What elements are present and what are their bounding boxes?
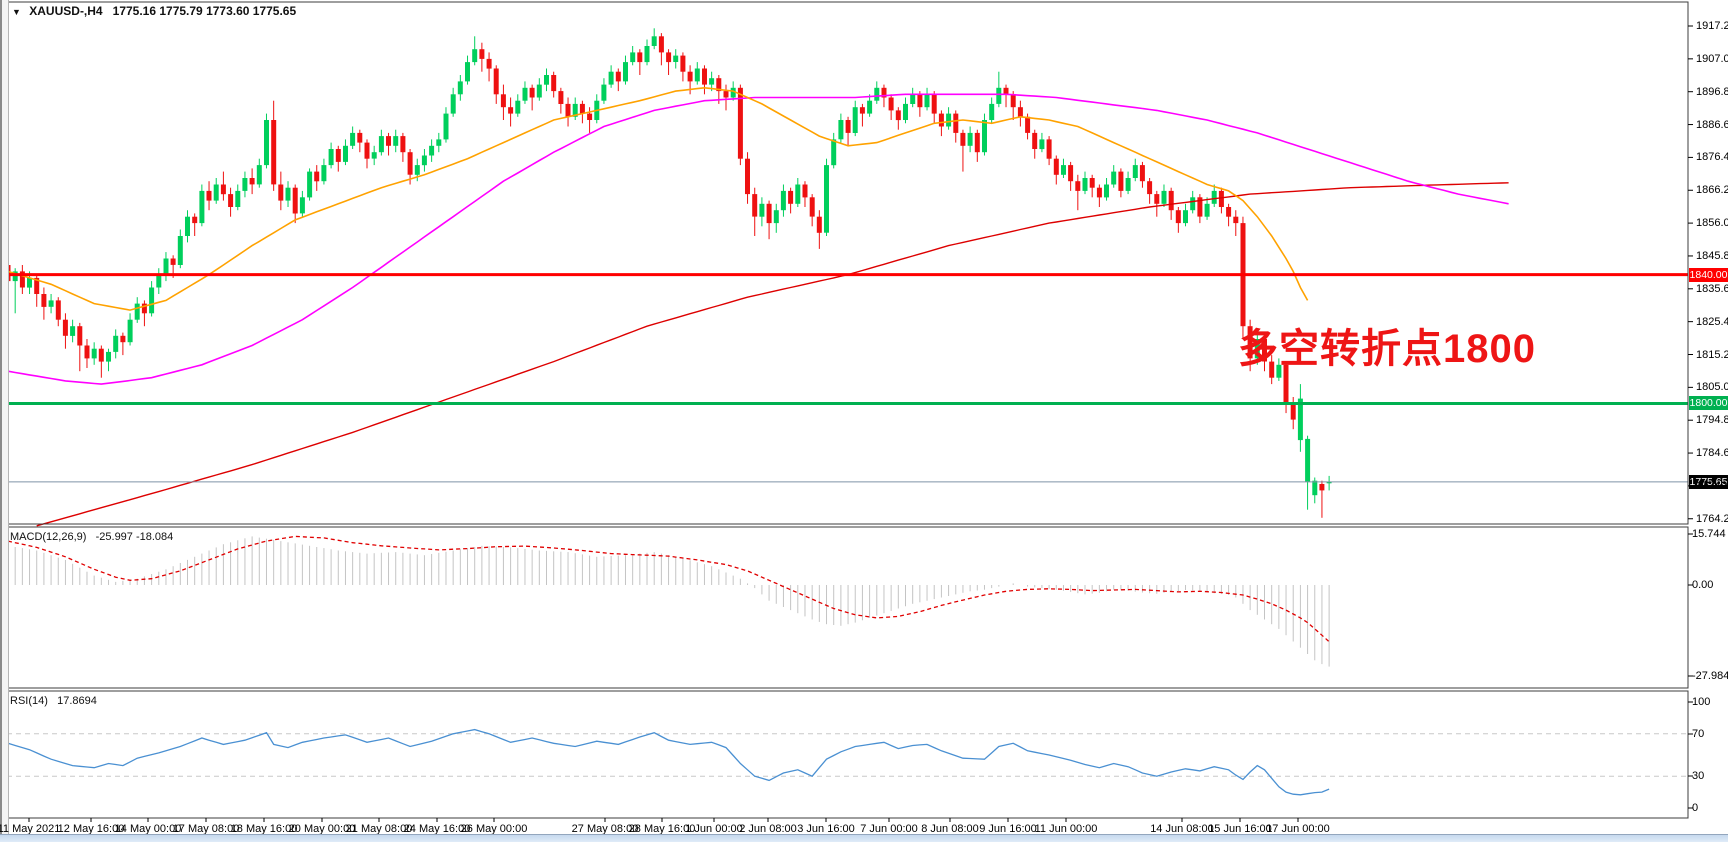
- time-tick-label: 15 Jun 16:00: [1208, 823, 1272, 835]
- rsi-tick-label: 70: [1692, 728, 1705, 740]
- hline-1800-price-badge: 1800.00: [1689, 396, 1728, 411]
- window-bottom-strip: [0, 834, 1728, 842]
- candles-layer: [5, 28, 1332, 518]
- symbol-timeframe-label: XAUUSD-,H4: [29, 4, 103, 18]
- time-tick-label: 8 Jun 08:00: [921, 823, 979, 835]
- time-tick-label: 17 May 08:00: [172, 823, 240, 835]
- rsi-tick-label: 100: [1692, 696, 1711, 708]
- time-tick-label: 14 May 00:00: [114, 823, 182, 835]
- time-tick-label: 11 May 2021: [0, 823, 61, 835]
- ma-mid-magenta-line: [7, 93, 1509, 385]
- macd-indicator-label: MACD(12,26,9) -25.997 -18.084: [10, 531, 174, 543]
- axis-ticks: [28, 25, 1693, 822]
- symbol-dropdown-icon[interactable]: ▼: [12, 7, 21, 17]
- annotation-text: 多空转折点1800: [1238, 327, 1536, 371]
- rsi-indicator-label: RSI(14) 17.8694: [10, 695, 97, 707]
- price-tick-label: 1835.60: [1696, 282, 1728, 295]
- price-tick-label: 1764.20: [1696, 512, 1728, 525]
- rsi-level-lines: [7, 733, 1688, 777]
- macd-values: -25.997 -18.084: [95, 531, 174, 543]
- time-tick-label: 26 May 00:00: [460, 823, 528, 835]
- price-tick-label: 1856.00: [1696, 217, 1728, 230]
- rsi-line: [7, 728, 1330, 796]
- time-tick-label: 11 Jun 00:00: [1034, 823, 1098, 835]
- rsi-tick-label: 0: [1692, 802, 1699, 814]
- time-tick-label: 17 Jun 00:00: [1266, 823, 1330, 835]
- macd-tick-label: -27.984: [1692, 670, 1728, 682]
- hline-1840-price-badge: 1840.00: [1689, 267, 1728, 282]
- macd-tick-label: 0.00: [1692, 579, 1714, 591]
- rsi-value: 17.8694: [57, 695, 97, 707]
- macd-signal-line: [7, 535, 1330, 643]
- price-tick-label: 1896.80: [1696, 85, 1728, 98]
- rsi-tick-label: 30: [1692, 770, 1705, 782]
- time-tick-label: 12 May 16:00: [57, 823, 125, 835]
- time-tick-label: 18 May 16:00: [230, 823, 298, 835]
- price-tick-label: 1815.20: [1696, 348, 1728, 361]
- time-tick-label: 24 May 16:00: [403, 823, 471, 835]
- price-tick-label: 1774.40: [1696, 479, 1728, 492]
- horizontal-levels-layer: [7, 273, 1688, 405]
- price-tick-label: 1825.40: [1696, 315, 1728, 328]
- ohlc-quote-label: 1775.16 1775.79 1773.60 1775.65: [112, 4, 297, 18]
- time-tick-label: 3 Jun 16:00: [797, 823, 855, 835]
- ma-fast-orange-line: [7, 86, 1309, 311]
- time-tick-label: 21 May 08:00: [345, 823, 413, 835]
- time-tick-label: 9 Jun 16:00: [979, 823, 1037, 835]
- symbol-header: ▼ XAUUSD-,H4 1775.16 1775.79 1773.60 177…: [12, 4, 296, 18]
- price-tick-label: 1845.80: [1696, 249, 1728, 262]
- price-tick-label: 1876.40: [1696, 151, 1728, 164]
- window-left-frame: [0, 0, 9, 842]
- time-tick-label: 2 Jun 08:00: [739, 823, 797, 835]
- time-tick-label: 7 Jun 00:00: [860, 823, 918, 835]
- ma-slow-red-line: [36, 182, 1509, 527]
- macd-histogram-layer: [7, 536, 1330, 667]
- time-tick-label: 14 Jun 08:00: [1150, 823, 1214, 835]
- time-tick-label: 27 May 08:00: [571, 823, 639, 835]
- price-tick-label: 1805.00: [1696, 381, 1728, 394]
- price-tick-label: 1917.20: [1696, 20, 1728, 32]
- time-tick-label: 28 May 16:00: [628, 823, 696, 835]
- price-tick-label: 1784.60: [1696, 447, 1728, 460]
- current-price-badge: 1775.65: [1689, 474, 1728, 489]
- price-tick-label: 1866.20: [1696, 184, 1728, 197]
- price-tick-label: 1907.00: [1696, 52, 1728, 65]
- time-tick-label: 20 May 00:00: [288, 823, 356, 835]
- price-tick-label: 1886.60: [1696, 118, 1728, 131]
- macd-tick-label: 15.744: [1692, 528, 1726, 540]
- price-tick-label: 1794.80: [1696, 414, 1728, 427]
- time-tick-label: 1 Jun 00:00: [685, 823, 743, 835]
